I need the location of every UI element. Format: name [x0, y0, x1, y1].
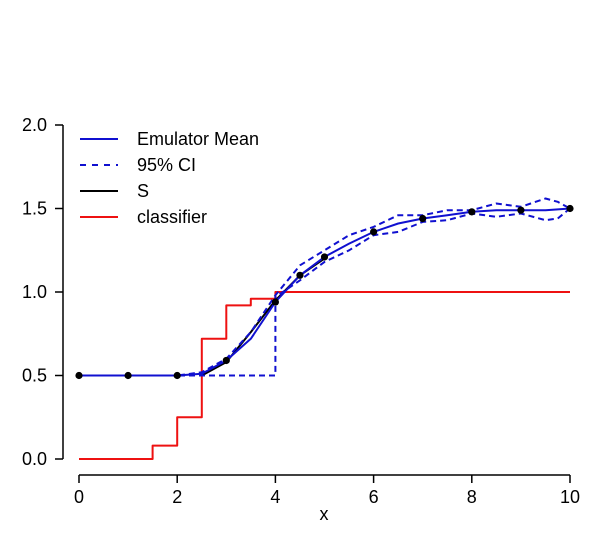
- series-layer: [79, 197, 571, 460]
- design-point: [296, 271, 304, 279]
- series-line-95-ci: [79, 207, 571, 377]
- x-tick-label: 2: [172, 487, 182, 507]
- series-line-emulator-mean: [79, 207, 571, 377]
- design-point: [370, 228, 378, 236]
- axes: 0 2 4 6 8 10 0.0 0.5 1.0 1.5 2.0: [22, 115, 580, 507]
- series-line-classifier: [79, 291, 570, 460]
- x-tick-label: 0: [74, 487, 84, 507]
- design-point: [173, 371, 181, 380]
- design-point: [320, 253, 329, 261]
- y-tick-label: 0.0: [22, 449, 47, 469]
- x-tick-label: 8: [467, 487, 477, 507]
- y-tick-label: 2.0: [22, 115, 47, 135]
- y-tick-label: 1.5: [22, 199, 47, 219]
- legend-label: S: [137, 181, 149, 201]
- design-point: [222, 356, 230, 365]
- design-point: [517, 206, 525, 214]
- x-tick-label: 4: [270, 487, 280, 507]
- legend-label: 95% CI: [137, 155, 196, 175]
- design-point: [75, 371, 83, 380]
- x-axis-label: x: [320, 504, 329, 524]
- design-point: [468, 208, 476, 216]
- y-tick-label: 0.5: [22, 366, 47, 386]
- x-tick-label: 10: [560, 487, 580, 507]
- design-point: [124, 371, 132, 380]
- y-tick-label: 1.0: [22, 282, 47, 302]
- design-points: [75, 204, 574, 380]
- design-point: [419, 214, 427, 223]
- series-line-95-ci: [79, 197, 571, 377]
- x-tick-label: 6: [369, 487, 379, 507]
- legend-label: classifier: [137, 207, 207, 227]
- legend-label: Emulator Mean: [137, 129, 259, 149]
- design-point: [271, 298, 279, 306]
- design-point: [566, 204, 574, 213]
